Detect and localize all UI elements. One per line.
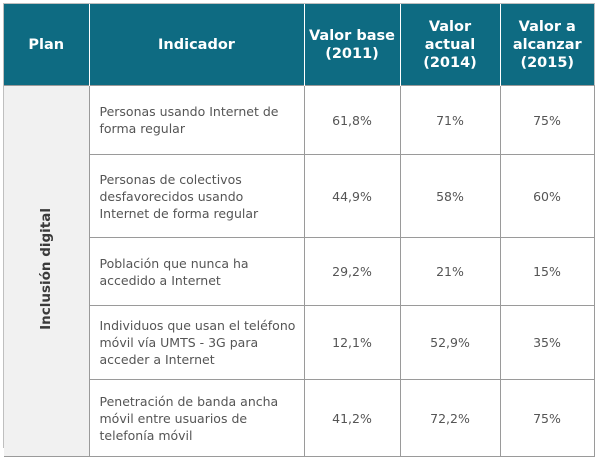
base-value-cell: 41,2% <box>303 379 401 457</box>
current-value-cell: 58% <box>399 154 501 238</box>
table-row: Individuos que usan el teléfono móvil ví… <box>4 305 595 380</box>
header-target-value: Valor a alcanzar (2015) <box>500 4 594 86</box>
target-value-cell: 75% <box>499 85 595 155</box>
indicator-cell: Individuos que usan el teléfono móvil ví… <box>88 305 305 380</box>
header-indicator: Indicador <box>89 4 305 86</box>
indicator-cell: Población que nunca ha accedido a Intern… <box>88 237 305 306</box>
table-row: Inclusión digital Personas usando Intern… <box>4 85 595 457</box>
target-value-cell: 35% <box>499 305 595 380</box>
base-value-cell: 61,8% <box>303 85 401 155</box>
target-value-cell: 60% <box>499 154 595 238</box>
target-value-cell: 15% <box>499 237 595 306</box>
indicator-cell: Personas usando Internet de forma regula… <box>88 85 305 155</box>
indicator-cell: Penetración de banda ancha móvil entre u… <box>88 379 305 457</box>
table-header-row: Plan Indicador Valor base (2011) Valor ac… <box>4 4 594 86</box>
base-value-cell: 44,9% <box>303 154 401 238</box>
current-value-cell: 21% <box>399 237 501 306</box>
plan-cell: Inclusión digital <box>4 85 90 457</box>
indicators-table: Plan Indicador Valor base (2011) Valor ac… <box>4 4 595 457</box>
indicators-table-frame: Plan Indicador Valor base (2011) Valor ac… <box>3 3 595 457</box>
base-value-cell: 29,2% <box>303 237 401 306</box>
current-value-cell: 52,9% <box>399 305 501 380</box>
current-value-cell: 71% <box>399 85 501 155</box>
table-row: Personas de colectivos desfavorecidos us… <box>4 154 595 238</box>
current-value-cell: 72,2% <box>399 379 501 457</box>
header-plan: Plan <box>4 4 90 86</box>
header-current-value: Valor actual (2014) <box>400 4 501 86</box>
indicator-cell: Personas de colectivos desfavorecidos us… <box>88 154 305 238</box>
plan-label: Inclusión digital <box>37 208 54 330</box>
base-value-cell: 12,1% <box>303 305 401 380</box>
table-row: Población que nunca ha accedido a Intern… <box>4 237 595 306</box>
header-base-value: Valor base (2011) <box>304 4 401 86</box>
target-value-cell: 75% <box>499 379 595 457</box>
table-row: Penetración de banda ancha móvil entre u… <box>4 379 595 457</box>
